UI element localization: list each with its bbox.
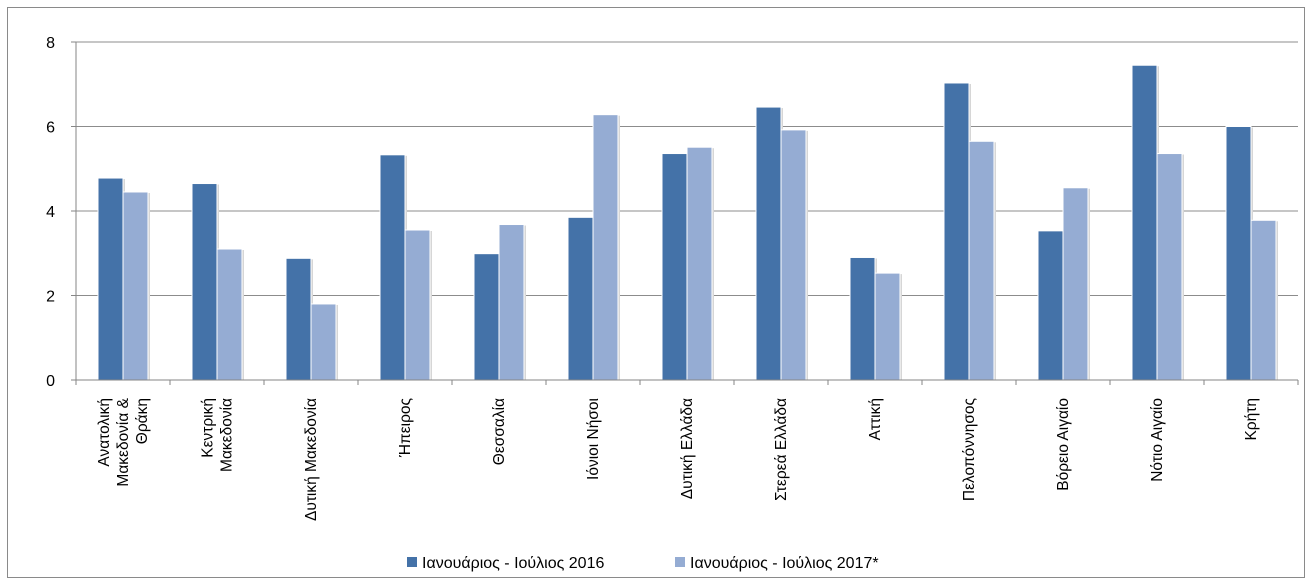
bar-series-2017 [968,140,995,381]
bar-series-2016 [567,216,594,381]
category-label: Δυτική Μακεδονία [303,398,320,521]
category-label: Αττική [867,398,884,440]
category-label: Μακεδονία [219,398,236,472]
y-tick-label: 2 [46,289,55,306]
bar-series-2017 [1062,187,1089,381]
y-tick-labels: 0 2 4 6 8 [46,35,55,390]
bar-series-2016 [285,257,312,381]
legend-swatch [407,557,417,567]
category-label: Πελοπόννησος [961,398,978,501]
bar-series-2017 [122,191,149,381]
bar-series-2017 [1156,153,1183,381]
bar-series-2017 [310,303,337,381]
legend-swatch [675,557,685,567]
bar-series-2016 [755,106,782,381]
category-label: Θράκη [134,398,151,444]
bar-series-2016 [1225,126,1252,381]
axes [71,41,1299,385]
bar-series-2016 [1037,230,1064,381]
bar-series-2017 [686,146,713,381]
category-label: Δυτική Ελλάδα [679,398,696,499]
category-label: Ήπειρος [397,398,414,458]
category-label: Μακεδονία & [115,397,132,486]
bar-series-2016 [1131,64,1158,381]
bar-series-2017 [216,248,243,381]
y-tick-label: 6 [46,120,55,137]
bar-series-2016 [473,253,500,381]
legend-label: Ιανουάριος - Ιούλιος 2016 [422,555,604,572]
y-tick-label: 8 [46,35,55,52]
category-label: Νότιο Αιγαίο [1149,398,1166,482]
bar-series-2016 [943,82,970,381]
category-label: Θεσσαλία [491,398,508,465]
category-label: Στερεά Ελλάδα [773,398,790,501]
category-label: Ανατολική [96,398,113,467]
category-label: Κρήτη [1243,398,1260,441]
legend-label: Ιανουάριος - Ιούλιος 2017* [690,555,879,572]
bar-series-2017 [404,229,431,381]
bar-series-2017 [1250,219,1277,381]
bar-series-2016 [191,183,218,381]
category-label: Βόρειο Αιγαίο [1055,398,1072,491]
category-label: Κεντρική [200,398,217,458]
bars [97,64,1278,381]
bar-series-2017 [780,129,807,381]
bar-series-2016 [661,153,688,381]
category-label: Ιόνιοι Νήσοι [585,398,602,480]
bar-series-2016 [97,177,124,381]
category-labels: Ανατολική Μακεδονία & Θράκη Κεντρική Μακεδον… [96,397,1260,521]
legend: Ιανουάριος - Ιούλιος 2016 Ιανουάριος - Ιο… [407,555,879,572]
y-tick-label: 4 [46,204,55,221]
bar-series-2016 [379,154,406,381]
bar-series-2017 [874,272,901,381]
bar-series-2017 [498,224,525,381]
bar-series-2017 [592,114,619,381]
y-tick-label: 0 [46,373,55,390]
bar-series-2016 [849,256,876,381]
